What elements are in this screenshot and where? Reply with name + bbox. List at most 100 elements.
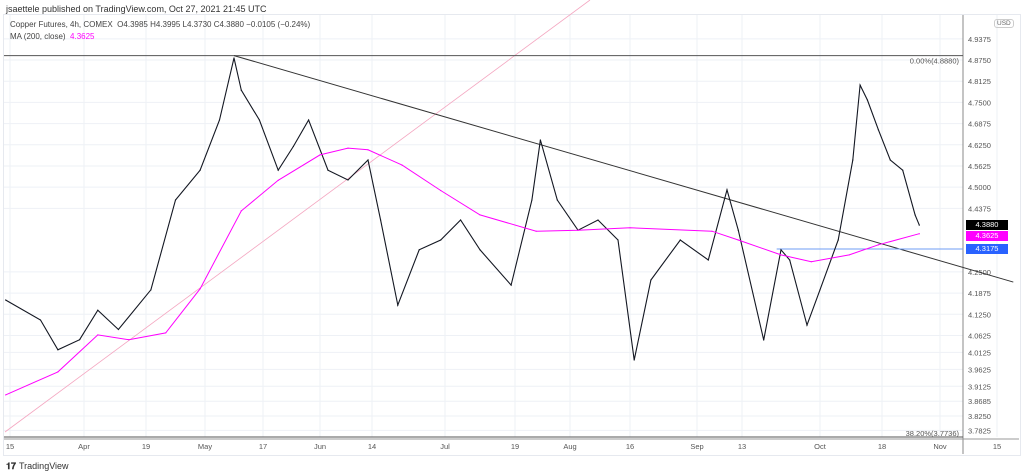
fib-level-38-label: 38.20%(3.7736) [906,429,960,438]
price-line-point [780,249,782,251]
descending-trendline [233,55,1014,283]
level-price-tag: 4.3175 [966,243,1008,254]
y-tick-label: 4.9375 [968,35,991,44]
price-line-point [367,159,369,161]
price-line-point [556,199,558,201]
publisher-line: jsaettele published on TradingView.com, … [6,4,267,14]
currency-button[interactable]: USD [994,19,1014,28]
price-line-point [79,339,81,341]
y-tick-label: 4.8750 [968,56,991,65]
price-line-point [397,304,399,306]
price-line-point [233,57,235,59]
x-tick-label: Nov [933,442,947,451]
ma-line-point [5,394,7,396]
ma-line-point [97,334,99,336]
y-tick-label: 4.6875 [968,120,991,129]
price-line-point [174,199,177,201]
tradingview-logo[interactable]: 𝟏𝟕 TradingView [6,461,69,472]
price-line-point [97,309,99,311]
price-line-point [199,169,201,171]
price-line-point [150,289,152,291]
y-tick-label: 4.6250 [968,141,991,150]
y-tick-label: 4.5000 [968,183,991,192]
price-line-point [889,159,891,161]
x-tick-label: 15 [993,442,1001,451]
price-line-point [218,119,221,121]
price-line-point [510,284,512,286]
price-line-point [763,339,765,341]
price-line-point [597,219,599,221]
ma-line-point [629,227,631,229]
price-line-point [679,239,681,241]
y-tick-label: 4.5625 [968,162,991,171]
ma-line-point [277,179,279,181]
price-line-point [117,328,120,331]
chart-frame [3,14,1021,456]
ma-line-point [199,288,201,290]
ma-value: 4.3625 [70,32,95,41]
y-tick-label: 4.1250 [968,310,991,319]
price-line-point [459,219,462,221]
y-tick-label: 3.8250 [968,412,991,421]
price-line-point [440,239,442,241]
price-line-point [789,259,791,261]
price-line-point [918,224,920,226]
ma-line-point [877,244,879,246]
ma-line-point [128,339,130,341]
y-tick-label: 4.8125 [968,77,991,86]
price-line-point [327,169,329,171]
y-tick-label: 4.4375 [968,204,991,213]
price-line-point [5,299,7,301]
price-line-point [707,259,709,261]
price-line-point [479,249,481,251]
price-line-point [650,279,652,281]
x-tick-label: Aug [563,442,576,451]
price-line-point [418,249,420,251]
ma-line-point [57,371,59,373]
price-line-point [531,199,533,201]
price-line-point [379,219,382,221]
price-line-point [308,119,310,121]
price-line-point [902,169,904,171]
x-tick-label: 14 [368,442,376,451]
ma-line-point [401,164,403,166]
x-tick-label: Apr [78,442,90,451]
last-price-tag: 4.3880 [966,220,1008,231]
y-tick-label: 3.9125 [968,382,991,391]
price-line-point [726,189,728,191]
price-line-point [852,159,854,161]
x-tick-label: 16 [626,442,634,451]
ma-label[interactable]: MA (200, close) [10,32,66,41]
price-line-point [39,319,42,321]
ma-line-point [711,230,713,232]
price-line-point [914,214,916,216]
x-tick-label: May [198,442,212,451]
x-tick-label: 18 [878,442,886,451]
price-line-point [258,119,260,121]
price-line-point [347,179,349,181]
x-tick-label: 19 [511,442,519,451]
price-line-point [837,239,839,241]
ma-line-point [780,254,782,256]
ma-line-point [240,210,242,212]
price-line-point [617,239,619,241]
price-line-point [737,229,739,231]
price-line-point [292,145,294,148]
price-line-point [57,349,59,351]
ma-line-point [347,147,349,149]
price-line-point [859,84,861,86]
ohlc-values: O4.3985 H4.3995 L4.3730 C4.3880 −0.0105 … [117,20,311,29]
price-line-point [277,169,279,171]
y-tick-label: 3.8685 [968,397,991,406]
fib-level-0-label: 0.00%(4.8880) [910,57,960,66]
x-tick-label: 19 [142,442,150,451]
ma-line-point [918,233,920,235]
price-line-point [877,129,879,131]
price-line-point [866,99,869,101]
price-line-point [806,324,808,326]
x-tick-label: 13 [738,442,746,451]
ma-line [5,147,920,396]
y-tick-label: 3.7825 [968,426,991,435]
symbol-label[interactable]: Copper Futures, 4h, COMEX [10,20,113,29]
